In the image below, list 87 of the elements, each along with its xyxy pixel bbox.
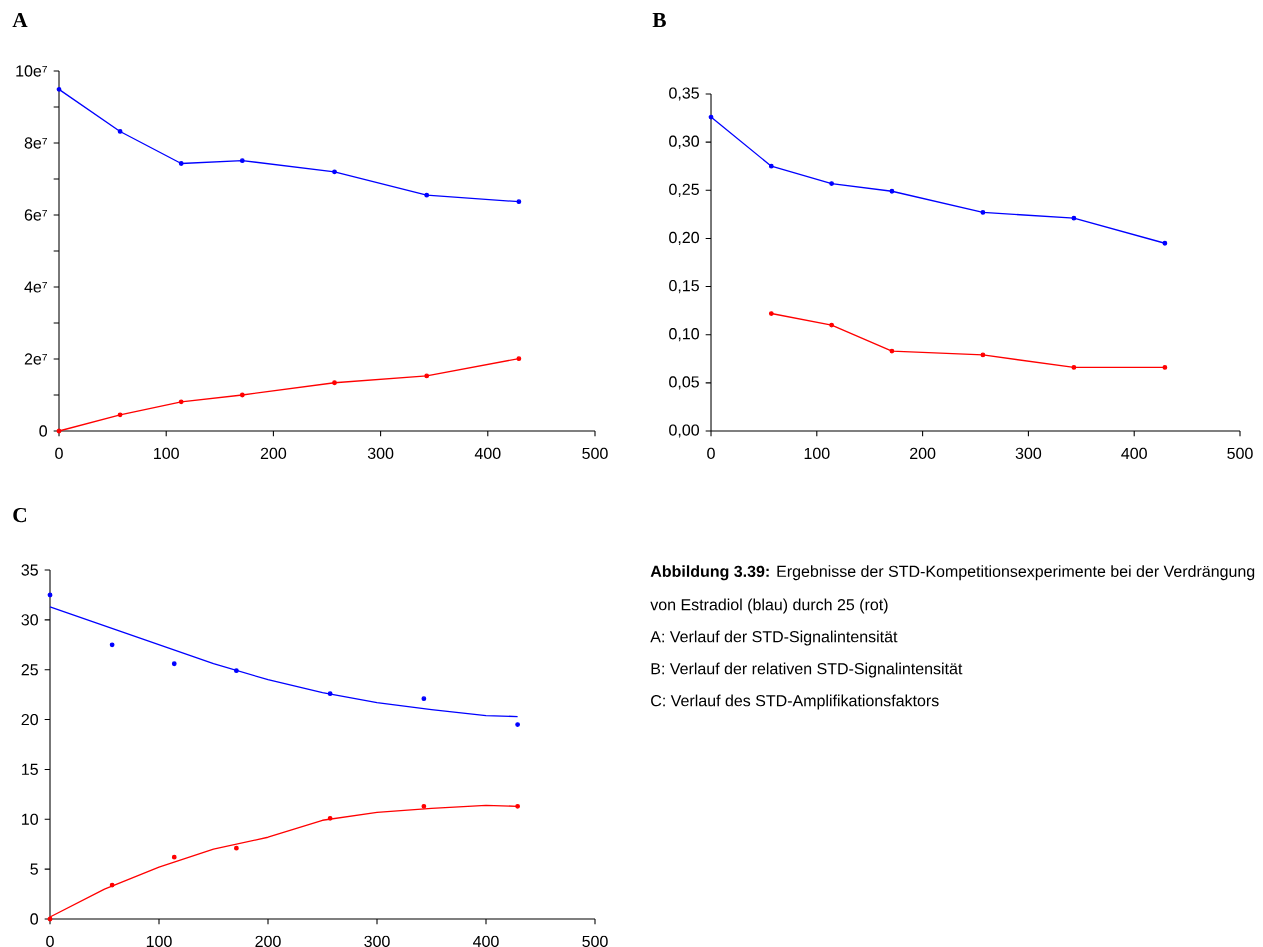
text: Abbildung 3.39: Ergebnisse der STD-Kompetitionsexperimente bei der Verdrängung von Estradiol (blau) durch 25 (rot) (650, 565, 1255, 614)
point (768, 163, 774, 169)
point (1071, 215, 1077, 221)
chart-title: A (12, 12, 28, 27)
x-tick-label: 100 (146, 935, 172, 947)
point (1162, 365, 1168, 370)
text: C: Verlauf des STD-Amplifikationsfaktors (651, 694, 939, 710)
text: A: Verlauf der STD-Signalintensität (650, 630, 898, 646)
x-tick-label: 200 (260, 447, 287, 460)
y-tick-label: 0,35 (669, 87, 699, 101)
point (1162, 240, 1168, 246)
point (889, 348, 895, 354)
point (708, 114, 714, 120)
point (109, 642, 115, 648)
point (47, 916, 53, 922)
y-tick-label: 0,30 (669, 135, 700, 149)
y-tick-label: 0,10 (669, 328, 700, 342)
x-tick-label: 400 (473, 935, 499, 947)
y-tick-label: 20 (21, 713, 39, 726)
point (117, 412, 123, 418)
y-tick-label: 0,05 (669, 376, 699, 390)
y-tick-label: 0 (39, 425, 48, 437)
y-tick-label: 0,25 (669, 183, 699, 197)
x-tick-label: 0 (55, 447, 63, 460)
point (980, 210, 986, 215)
x-tick-label: 300 (1015, 447, 1042, 460)
point (516, 356, 522, 362)
x-tick-label: 500 (582, 935, 608, 947)
x-tick-label: 100 (154, 447, 179, 460)
y-tick-label: 6e⁷ (24, 209, 47, 221)
y-tick-label: 0,20 (669, 231, 700, 246)
x-tick-label: 200 (910, 447, 936, 460)
y-tick-label: 25 (21, 664, 38, 676)
point (516, 199, 522, 205)
y-tick-label: 5 (30, 863, 38, 875)
point (56, 428, 62, 434)
x-tick-label: 200 (255, 935, 281, 947)
y-tick-label: 15 (22, 763, 38, 775)
point (117, 129, 123, 134)
x-tick-label: 100 (804, 447, 830, 460)
y-tick-label: 4e⁷ (24, 281, 47, 293)
point (332, 169, 337, 175)
point (233, 845, 239, 851)
point (768, 311, 774, 316)
point (980, 352, 986, 358)
point (424, 192, 430, 198)
point (327, 691, 333, 697)
text: B: Verlauf der relativen STD-Signalintensität (651, 662, 963, 678)
y-tick-label: 10e⁷ (16, 65, 47, 77)
point (421, 696, 427, 702)
chart-title: B (652, 13, 666, 28)
x-tick-label: 400 (474, 447, 501, 460)
point (515, 803, 521, 809)
point (515, 722, 521, 727)
point (56, 86, 62, 92)
point (1071, 365, 1077, 370)
y-tick-label: 35 (21, 564, 38, 576)
point (327, 815, 333, 821)
point (239, 158, 245, 164)
point (829, 181, 835, 186)
y-tick-label: 0,15 (669, 279, 699, 294)
y-tick-label: 8e⁷ (24, 137, 47, 149)
x-tick-label: 500 (1227, 447, 1253, 460)
x-tick-label: 0 (707, 447, 715, 460)
y-tick-label: 2e⁷ (24, 353, 47, 365)
point (829, 322, 835, 328)
point (171, 661, 177, 667)
point (171, 854, 177, 860)
chart-title: C (13, 507, 27, 523)
point (233, 668, 239, 674)
point (178, 161, 184, 166)
point (109, 882, 115, 888)
point (47, 592, 53, 598)
y-tick-label: 30 (21, 614, 39, 626)
point (332, 380, 337, 386)
y-tick-label: 0 (30, 913, 39, 925)
y-tick-label: 10 (22, 813, 39, 825)
point (178, 399, 184, 405)
point (424, 373, 430, 379)
x-tick-label: 300 (364, 935, 390, 947)
point (421, 803, 427, 809)
x-tick-label: 300 (367, 447, 394, 460)
point (889, 188, 895, 194)
x-tick-label: 400 (1121, 447, 1147, 460)
point (239, 392, 245, 398)
x-tick-label: 500 (582, 447, 608, 460)
y-tick-label: 0,00 (669, 424, 700, 438)
